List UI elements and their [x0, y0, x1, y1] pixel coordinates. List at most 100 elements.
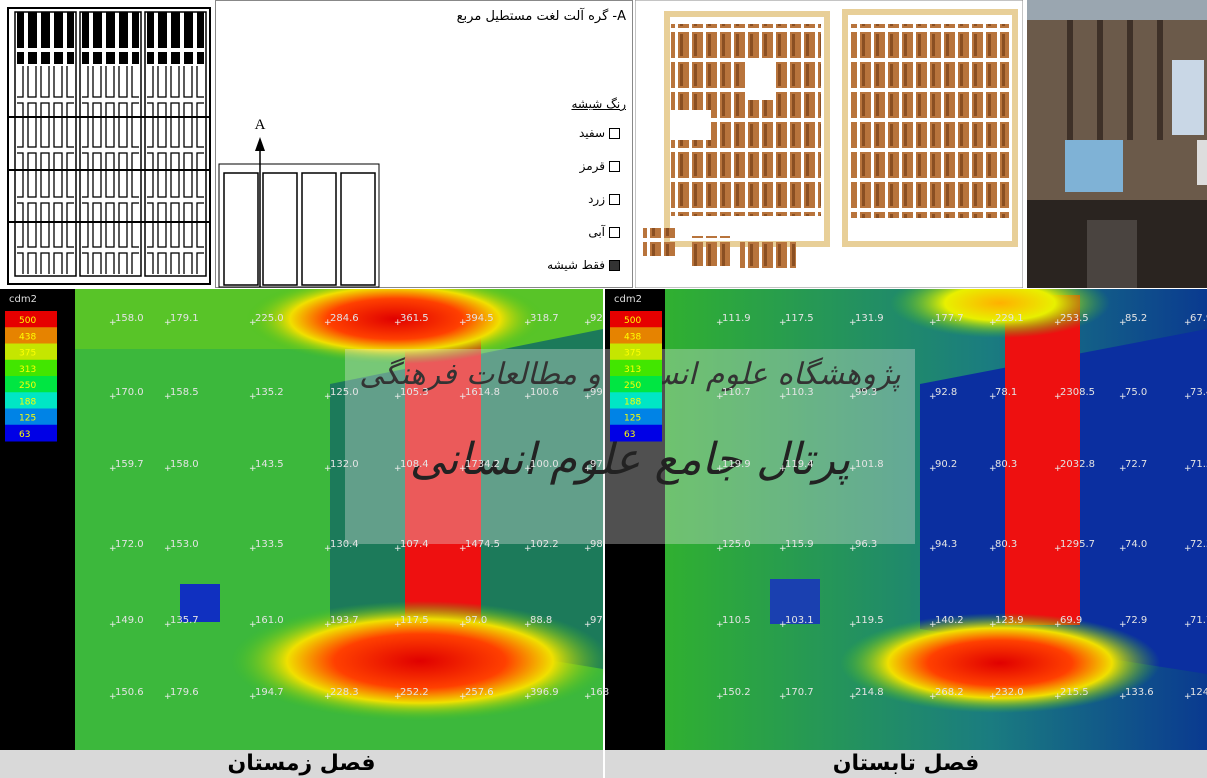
grid-value: 110.5 — [722, 615, 751, 626]
plus: + — [109, 464, 117, 474]
grid-value: 67.9 — [1190, 313, 1207, 324]
color-heading: رنگ شیشه — [571, 97, 626, 111]
grid-value: 133.5 — [255, 539, 284, 550]
legend-value: 375 — [19, 349, 36, 359]
option[interactable]: قرمز — [580, 159, 620, 173]
grid-value: 215.5 — [1060, 687, 1089, 698]
grid-value: 75.0 — [1125, 387, 1147, 398]
plus: + — [716, 692, 724, 702]
plus: + — [109, 544, 117, 554]
grid-value: 153.0 — [170, 539, 199, 550]
plus: + — [929, 392, 937, 402]
grid-value: 80.3 — [995, 459, 1017, 470]
plus: + — [929, 464, 937, 474]
grid-value: 1734.2 — [465, 459, 500, 470]
plus: + — [164, 620, 172, 630]
plus: + — [849, 392, 857, 402]
plus: + — [989, 318, 997, 328]
grid-value: 102.2 — [530, 539, 559, 550]
grid-value: 103.1 — [785, 615, 814, 626]
plus: + — [716, 464, 724, 474]
plus: + — [394, 392, 402, 402]
plus: + — [929, 318, 937, 328]
plus: + — [1119, 464, 1127, 474]
option[interactable]: فقط شیشه — [547, 258, 620, 272]
grid-value: 133.6 — [1125, 687, 1154, 698]
legend-swatch — [5, 327, 57, 344]
legend-swatch — [610, 327, 662, 344]
grid-value: 168 — [590, 687, 609, 698]
checkbox[interactable] — [609, 128, 620, 139]
legend-value: 63 — [19, 430, 30, 440]
grid-value: 97 — [590, 459, 603, 470]
plus: + — [324, 544, 332, 554]
plus: + — [524, 464, 532, 474]
grid-value: 179.6 — [170, 687, 199, 698]
plus: + — [109, 692, 117, 702]
grid-value: 228.3 — [330, 687, 359, 698]
plus: + — [929, 620, 937, 630]
grid-value: 111.9 — [722, 313, 751, 324]
option[interactable]: زرد — [588, 192, 620, 206]
grid-value: 158.0 — [170, 459, 199, 470]
plus: + — [1054, 620, 1062, 630]
checkbox[interactable] — [609, 260, 620, 271]
legend-swatch — [610, 424, 662, 442]
plus: + — [164, 544, 172, 554]
legend-value: 63 — [624, 430, 635, 440]
grid-value: 123.9 — [995, 615, 1024, 626]
legend-value: 125 — [624, 414, 641, 424]
plus: + — [164, 318, 172, 328]
plus: + — [716, 620, 724, 630]
plus: + — [394, 464, 402, 474]
grid-value: 158.5 — [170, 387, 199, 398]
plus: + — [459, 544, 467, 554]
grid-value: 73.4 — [1190, 387, 1207, 398]
option[interactable]: آبی — [588, 225, 620, 239]
section-sketch: A — [218, 117, 380, 288]
plus: + — [929, 692, 937, 702]
renders: پژوهشگاه علوم انسانی و مطالعات فرهنگی پر… — [0, 289, 1207, 750]
grid-value: 229.1 — [995, 313, 1024, 324]
plus: + — [524, 318, 532, 328]
plus: + — [459, 692, 467, 702]
plus: + — [324, 318, 332, 328]
grid-value: 158.0 — [115, 313, 144, 324]
grid-value: 284.6 — [330, 313, 359, 324]
grid-value: 143.5 — [255, 459, 284, 470]
checkbox[interactable] — [609, 161, 620, 172]
plus: + — [249, 544, 257, 554]
grid-value: 135.2 — [255, 387, 284, 398]
grid-value: 2308.5 — [1060, 387, 1095, 398]
plus: + — [779, 620, 787, 630]
legend-value: 125 — [19, 414, 36, 424]
grid-value: 159.7 — [115, 459, 144, 470]
plus: + — [849, 544, 857, 554]
plus: + — [394, 692, 402, 702]
plus: + — [989, 392, 997, 402]
checkbox[interactable] — [609, 227, 620, 238]
grid-value: 107.4 — [400, 539, 429, 550]
plus: + — [394, 620, 402, 630]
plus: + — [109, 392, 117, 402]
grid-value: 71.5 — [1190, 459, 1207, 470]
grid-value: 318.7 — [530, 313, 559, 324]
plus: + — [849, 620, 857, 630]
plus: + — [324, 692, 332, 702]
watermark: پرتال جامع علوم انسانی — [410, 434, 851, 485]
option[interactable]: سفید — [579, 126, 620, 140]
plus: + — [459, 392, 467, 402]
checkbox[interactable] — [609, 194, 620, 205]
grid-value: 170.7 — [785, 687, 814, 698]
grid-value: 100.6 — [530, 387, 559, 398]
grid-value: 1474.5 — [465, 539, 500, 550]
plus: + — [929, 544, 937, 554]
plus: + — [109, 620, 117, 630]
grid-value: 94.3 — [935, 539, 957, 550]
grid-value: 105.3 — [400, 387, 429, 398]
legend-value: 375 — [624, 349, 641, 359]
option-label: آبی — [588, 225, 605, 239]
legend-value: 188 — [19, 397, 36, 407]
grid-value: 117.5 — [785, 313, 814, 324]
panel-title: A- گره آلت لغت مستطیل مربع — [456, 9, 626, 24]
